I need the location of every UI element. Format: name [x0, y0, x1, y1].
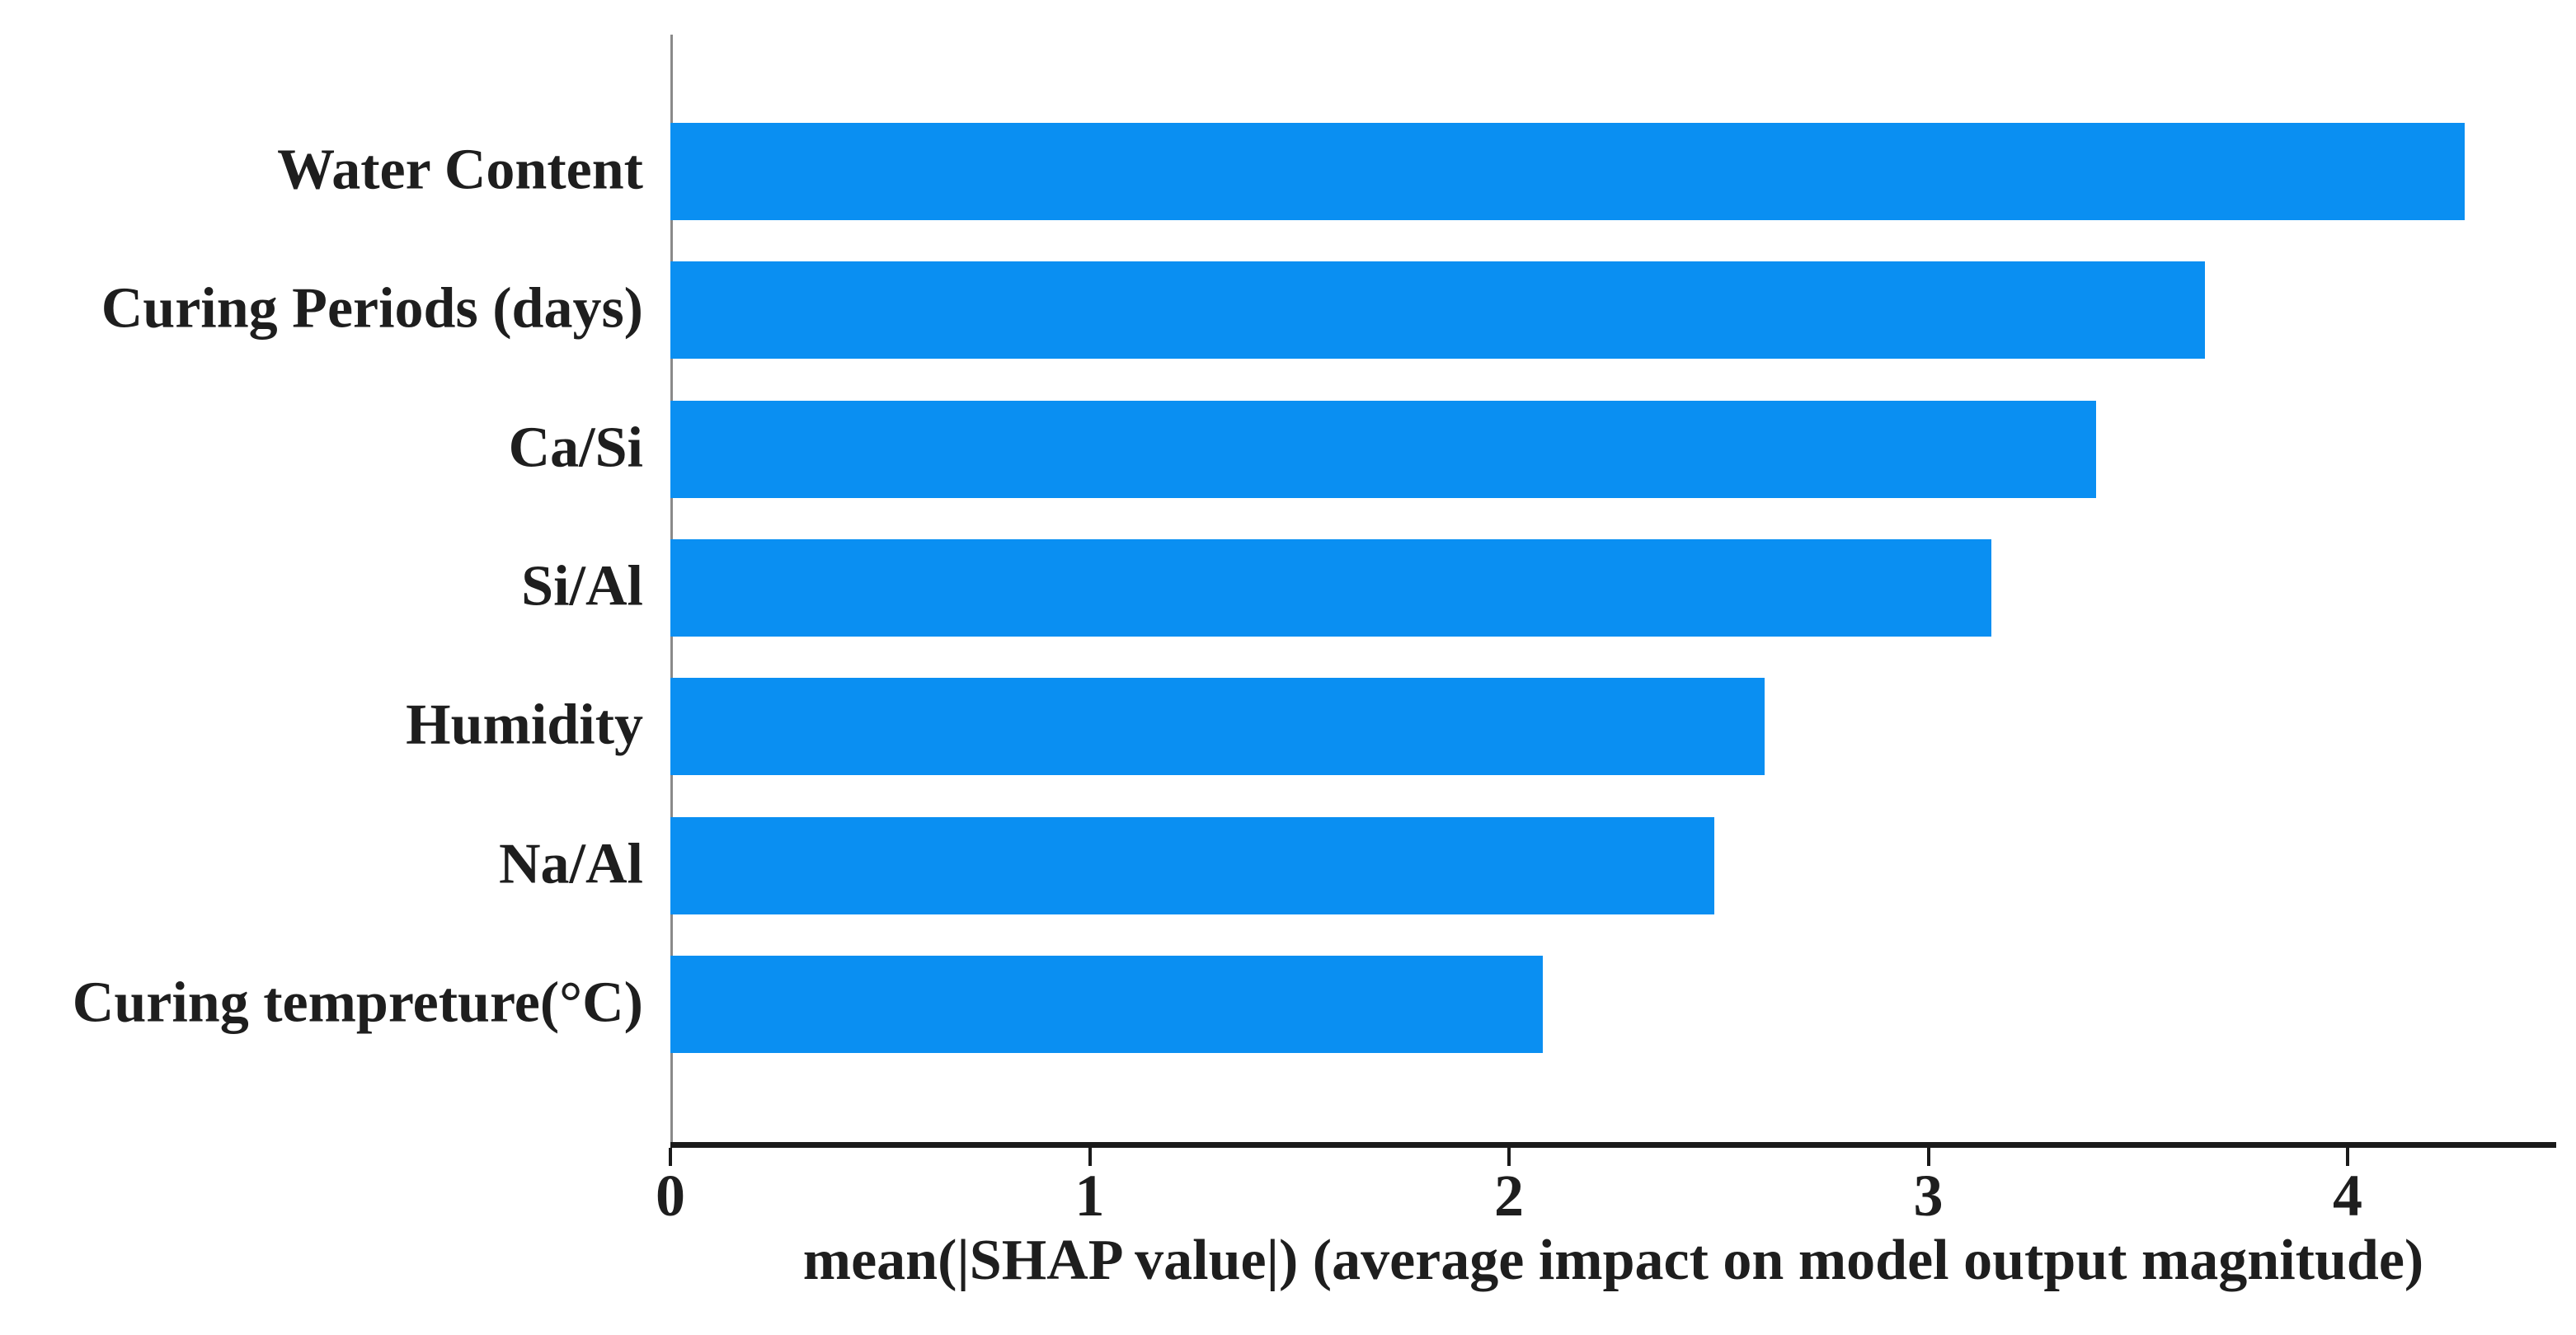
bar [670, 678, 1765, 776]
bar [670, 955, 1543, 1053]
x-tick [1088, 1148, 1092, 1166]
bar [670, 400, 2096, 498]
category-label: Na/Al [499, 832, 643, 896]
x-tick [669, 1148, 672, 1166]
x-tick-label: 4 [2333, 1163, 2362, 1229]
category-label: Curing Periods (days) [101, 276, 643, 341]
category-label: Humidity [406, 693, 643, 757]
x-tick-label: 2 [1494, 1163, 1524, 1229]
x-tick-label: 1 [1074, 1163, 1105, 1229]
x-tick [1926, 1148, 1930, 1166]
x-axis-title: mean(|SHAP value|) (average impact on mo… [802, 1229, 2424, 1292]
category-label: Ca/Si [508, 416, 643, 480]
bar [670, 123, 2466, 220]
bar [670, 538, 1991, 637]
x-axis-line [670, 1142, 2556, 1148]
category-label: Water Content [277, 138, 643, 202]
x-tick-label: 0 [656, 1163, 685, 1229]
x-tick [1507, 1148, 1511, 1166]
category-label: Si/Al [521, 554, 643, 618]
bar [670, 261, 2206, 360]
x-tick-label: 3 [1913, 1163, 1944, 1229]
x-tick [2346, 1148, 2349, 1166]
bar [670, 816, 1715, 914]
category-label: Curing tempreture(°C) [72, 971, 643, 1035]
